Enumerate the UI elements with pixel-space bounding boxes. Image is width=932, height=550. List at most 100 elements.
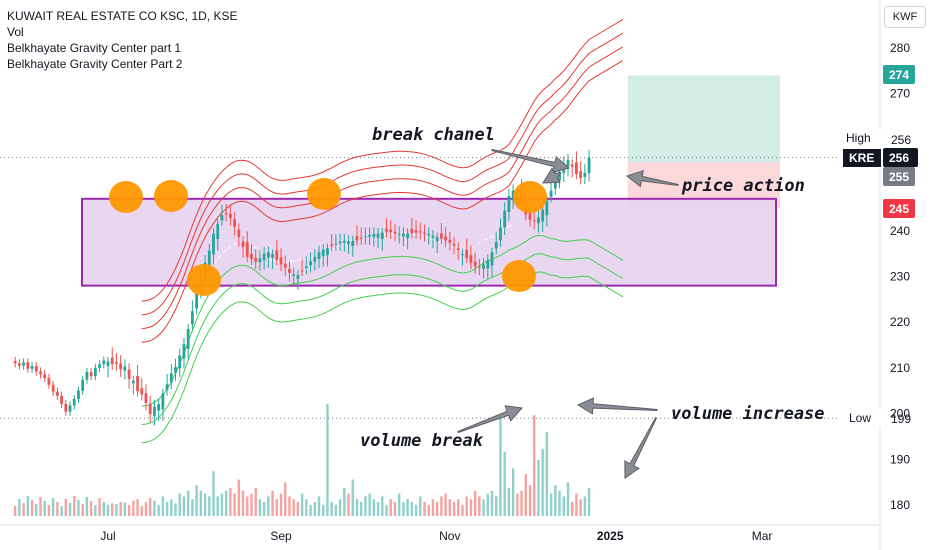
candle-body bbox=[224, 213, 228, 215]
volume-bar bbox=[111, 503, 114, 516]
volume-bar bbox=[330, 502, 333, 516]
candle-body bbox=[469, 255, 473, 263]
candle-body bbox=[13, 361, 17, 364]
upper-band-2 bbox=[141, 46, 624, 329]
volume-bar bbox=[237, 479, 241, 516]
candle-body bbox=[47, 377, 51, 385]
volume-bar bbox=[452, 502, 456, 516]
volume-bar bbox=[220, 493, 224, 516]
candle-body bbox=[528, 213, 532, 220]
annotation-arrows bbox=[457, 148, 679, 479]
candle-body bbox=[279, 257, 283, 265]
indicator-label-1[interactable]: Belkhayate Gravity Center part 1 bbox=[7, 41, 182, 55]
candle-body bbox=[545, 200, 549, 216]
candle-body bbox=[461, 254, 464, 256]
candle-body bbox=[499, 227, 502, 241]
candle-body bbox=[220, 215, 224, 221]
candle-body bbox=[288, 269, 291, 273]
indicator-label-2[interactable]: Belkhayate Gravity Center Part 2 bbox=[7, 57, 183, 71]
price-tick-label: 240 bbox=[890, 224, 910, 238]
candle-body bbox=[93, 367, 97, 377]
candle-body bbox=[216, 223, 220, 240]
price-tick-label: 280 bbox=[890, 41, 910, 55]
candle-body bbox=[123, 366, 127, 371]
candle-body bbox=[102, 360, 106, 365]
candle-body bbox=[549, 190, 553, 197]
position-zones bbox=[627, 75, 780, 208]
arrow-volume-increase-1 bbox=[576, 397, 658, 415]
candle-body bbox=[397, 233, 401, 235]
annotation-volume-increase: volume increase bbox=[671, 404, 825, 424]
volume-bar bbox=[123, 502, 127, 516]
price-tick-label: 220 bbox=[890, 315, 910, 329]
arrow-break-chanel-1 bbox=[491, 148, 571, 174]
candle-body bbox=[351, 240, 355, 246]
candle-body bbox=[376, 233, 380, 238]
touch-circle bbox=[513, 181, 547, 213]
candle-body bbox=[347, 241, 350, 244]
volume-bar bbox=[258, 499, 262, 516]
low-tag-bg bbox=[843, 409, 881, 427]
volume-bar bbox=[64, 499, 67, 516]
volume-bar bbox=[393, 502, 397, 516]
price-tick-label: 180 bbox=[890, 498, 910, 512]
volume-bar bbox=[212, 471, 215, 516]
volume-bar bbox=[233, 493, 236, 516]
volume-bar bbox=[300, 493, 304, 516]
volume-bar bbox=[224, 490, 228, 516]
volume-indicator-label[interactable]: Vol bbox=[7, 25, 24, 39]
high-label: High bbox=[846, 131, 871, 145]
candle-body bbox=[321, 249, 325, 257]
candle-body bbox=[237, 229, 241, 237]
candle-body bbox=[575, 162, 578, 175]
volume-bar bbox=[343, 488, 346, 516]
time-tick-label: Mar bbox=[752, 529, 773, 543]
candle-body bbox=[494, 242, 498, 249]
touch-circles bbox=[109, 178, 547, 296]
tp-value: 274 bbox=[889, 68, 909, 82]
currency-button[interactable]: KWF bbox=[884, 6, 926, 28]
volume-bar bbox=[43, 501, 46, 516]
volume-bar bbox=[94, 505, 97, 516]
price-tick-label: 190 bbox=[890, 452, 910, 466]
candle-body bbox=[161, 393, 165, 410]
candle-body bbox=[583, 172, 587, 177]
volume-bar bbox=[279, 493, 283, 516]
time-axis: Jul Sep Nov 2025 Mar bbox=[0, 524, 880, 543]
candle-body bbox=[64, 404, 68, 412]
volume-bar bbox=[549, 493, 553, 516]
volume-bar bbox=[478, 496, 481, 516]
candle-body bbox=[473, 261, 477, 267]
volume-bar bbox=[528, 485, 532, 516]
candle-body bbox=[355, 236, 359, 241]
volume-bar bbox=[338, 499, 342, 516]
volume-bar bbox=[520, 490, 523, 516]
volume-bar bbox=[165, 502, 169, 516]
volume-bar bbox=[410, 502, 414, 516]
price-tags: High 256 KRE 256 274 255 245 Low 199 bbox=[841, 65, 918, 427]
volume-bar bbox=[427, 504, 430, 516]
volume-bar bbox=[537, 460, 540, 516]
price-axis: 180 190 200 210 220 230 240 270 280 bbox=[879, 0, 910, 550]
volume-bar bbox=[140, 506, 143, 516]
volume-bar bbox=[482, 499, 485, 516]
candle-body bbox=[254, 257, 258, 262]
upper-band-4 bbox=[141, 18, 624, 302]
candle-body bbox=[157, 404, 161, 411]
candle-body bbox=[241, 241, 245, 247]
volume-bar bbox=[39, 497, 42, 516]
candle-body bbox=[17, 363, 21, 366]
volume-bar bbox=[26, 496, 30, 516]
symbol-title[interactable]: KUWAIT REAL ESTATE CO KSC, 1D, KSE bbox=[7, 9, 238, 23]
candle-body bbox=[212, 233, 215, 255]
annotation-price-action: price action bbox=[681, 176, 805, 196]
candle-body bbox=[503, 210, 507, 228]
volume-bar bbox=[305, 499, 308, 516]
volume-bar bbox=[89, 501, 93, 516]
volume-bar bbox=[431, 499, 435, 516]
candle-body bbox=[165, 384, 169, 390]
volume-bar bbox=[309, 504, 312, 516]
candle-body bbox=[34, 366, 38, 372]
volume-bar bbox=[77, 500, 80, 516]
